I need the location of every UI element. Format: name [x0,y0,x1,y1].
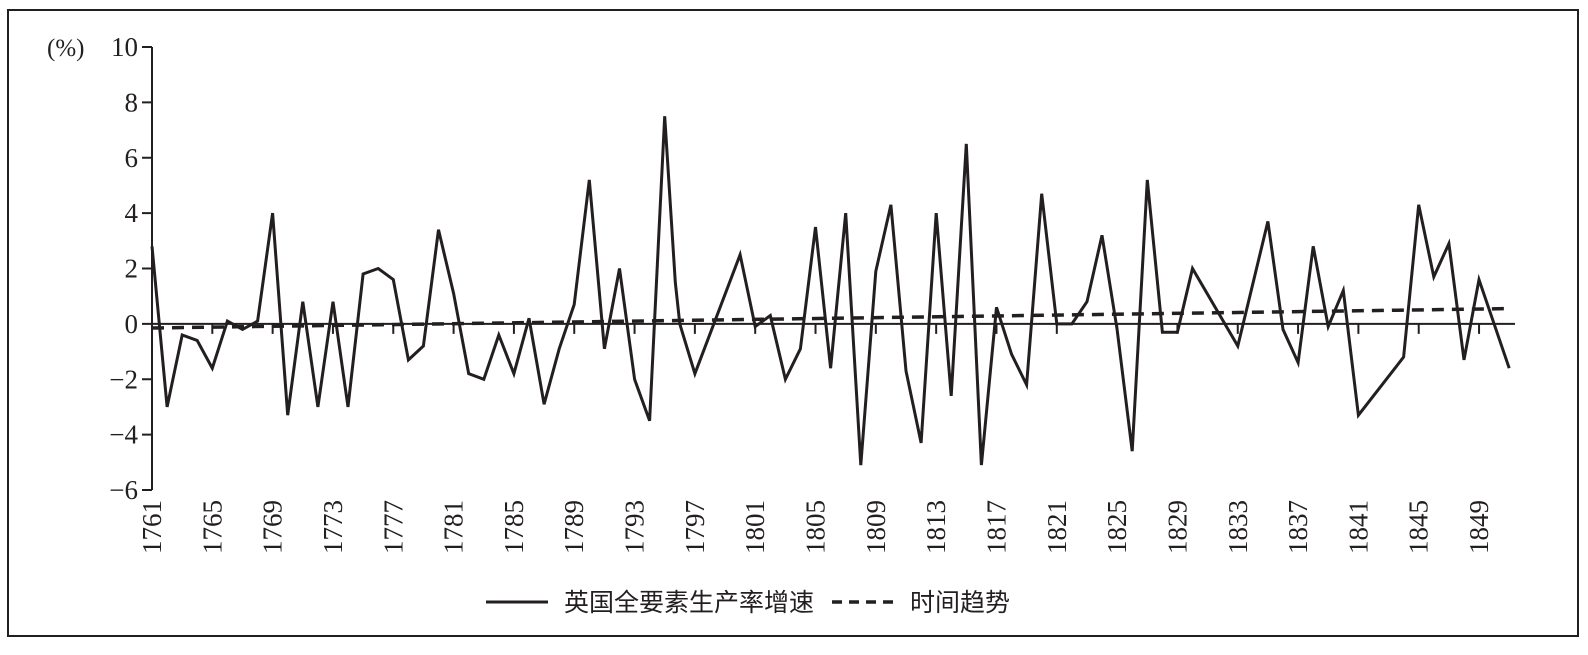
x-tick-label: 1781 [439,500,469,554]
trend-layer [151,306,1510,330]
x-tick-label: 1837 [1283,500,1313,554]
x-tick-label: 1829 [1162,500,1192,554]
x-tick-label: 1833 [1223,500,1253,554]
x-tick-label: 1769 [258,500,288,554]
series-layer [150,116,1511,466]
y-tick-label: 0 [125,309,139,339]
x-tick-label: 1773 [318,500,348,554]
x-tick-label: 1789 [559,500,589,554]
trend-line [151,306,1510,330]
x-tick-label: 1821 [1042,500,1072,554]
y-unit-label: (%) [47,35,84,62]
y-tick-label: 6 [125,143,139,173]
x-tick-label: 1841 [1343,500,1373,554]
x-tick-label: 1817 [981,500,1011,554]
x-tick-label: 1813 [921,500,951,554]
x-tick-label: 1761 [137,500,167,554]
y-tick-label: 2 [125,254,139,284]
y-tick-label: −2 [109,364,138,394]
x-tick-label: 1765 [197,500,227,554]
y-tick-label: −6 [109,475,138,505]
x-tick-label: 1805 [801,500,831,554]
x-tick-label: 1809 [861,500,891,554]
x-tick-label: 1825 [1102,500,1132,554]
x-tick-label: 1849 [1464,500,1494,554]
x-tick-label: 1793 [620,500,650,554]
x-tick-label: 1801 [740,500,770,554]
x-tick-label: 1845 [1404,500,1434,554]
y-tick-label: 8 [125,87,139,117]
y-tick-label: 4 [125,198,139,228]
x-tick-label: 1777 [378,500,408,554]
x-tick-label: 1797 [680,500,710,554]
legend-label-tfp: 英国全要素生产率增速 [564,588,814,617]
y-tick-label: 10 [111,32,138,62]
chart-frame [7,9,1579,637]
tick-labels: −6 −4 −2 0 2 4 6 8 10 (%) 1761 1765 1769 1773 1777 1781… [47,32,1494,554]
x-tick-label: 1785 [499,500,529,554]
legend-label-trend: 时间趋势 [910,588,1010,617]
tfp-growth-line [150,116,1511,466]
y-tick-label: −4 [109,420,138,450]
legend: 英国全要素生产率增速 时间趋势 [486,588,1010,617]
